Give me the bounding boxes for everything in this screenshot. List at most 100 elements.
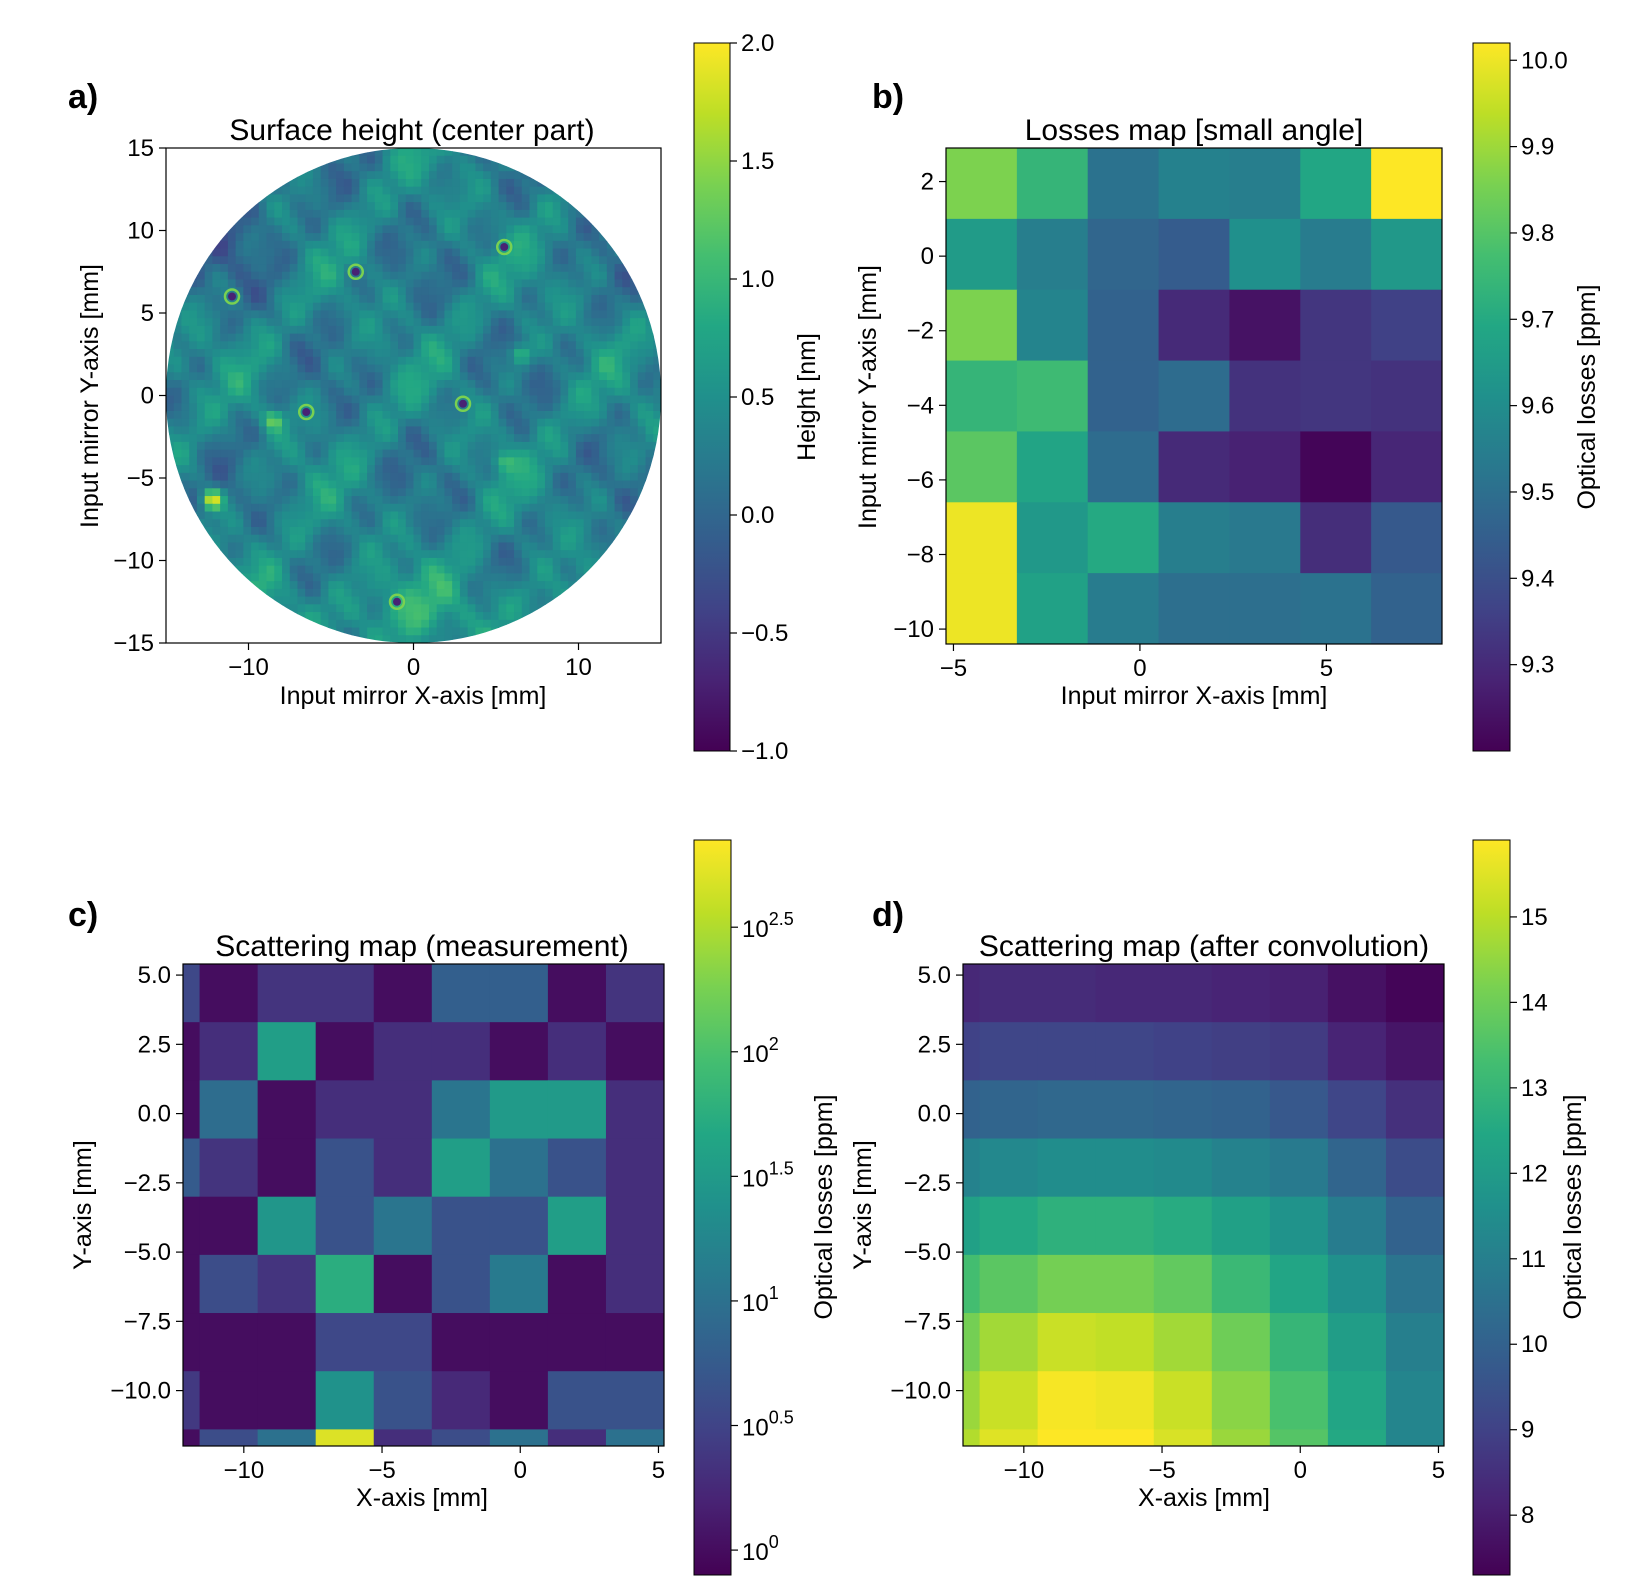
panel-a-cell (575, 434, 585, 443)
panel-a-cell (591, 364, 600, 373)
panel-a-cell (204, 542, 213, 551)
panel-d-label: d) (872, 896, 904, 934)
panel-a-cell (289, 612, 299, 621)
panel-a-cell (452, 565, 461, 574)
panel-a-cell (614, 395, 623, 404)
panel-a-cell (521, 457, 531, 466)
panel-a-cell (514, 465, 523, 474)
panel-a-cell (428, 503, 438, 513)
panel-a-cell (328, 418, 337, 428)
panel-a-cell (537, 511, 546, 520)
panel-a-cell (405, 387, 415, 397)
panel-c-cell (199, 1313, 259, 1372)
panel-a-cell (289, 202, 299, 211)
panel-a-cell (196, 349, 206, 358)
panel-a-cell (305, 202, 314, 211)
panel-a-cell (560, 233, 569, 242)
panel-a-cell (328, 325, 337, 335)
panel-a-cell (266, 596, 275, 605)
panel-a-cell (297, 217, 306, 226)
panel-a-cell (282, 480, 291, 489)
panel-d-cell (1153, 1080, 1213, 1140)
panel-a-cell (359, 426, 368, 435)
panel-a-cell (351, 465, 360, 474)
panel-a-cell (506, 202, 515, 211)
panel-a-cell (266, 294, 275, 304)
panel-a-cell (181, 488, 190, 497)
panel-a-cell (320, 511, 330, 520)
panel-a-cell (421, 155, 430, 165)
panel-a-cell (560, 403, 569, 412)
panel-c-colorbar-tick-label: 102.5 (742, 909, 794, 943)
panel-a-cell (173, 356, 183, 366)
panel-a-cell (529, 294, 538, 304)
panel-a-cell (552, 449, 562, 458)
panel-c-colorbar-tick-label: 101.5 (742, 1158, 794, 1192)
panel-a-y-tick-label: 5 (141, 300, 154, 327)
panel-a-cell (343, 186, 353, 195)
panel-a-cell (405, 550, 415, 559)
panel-a-cell (591, 248, 600, 257)
panel-a-cell (398, 565, 407, 574)
panel-a-cell (297, 364, 306, 373)
panel-a-cell (367, 519, 376, 528)
panel-a-cell (189, 503, 198, 513)
panel-a-cell (467, 310, 476, 319)
panel-a-cell (529, 472, 538, 482)
panel-a-cell (405, 380, 415, 389)
panel-a-cell (568, 333, 577, 342)
panel-a-cell (289, 372, 299, 381)
panel-c-y-tick-label: 2.5 (138, 1031, 171, 1058)
panel-a-y-tick-label: −5 (127, 465, 154, 492)
panel-a-cell (382, 264, 391, 273)
panel-a-cell (274, 341, 283, 350)
panel-c-cell (489, 1429, 549, 1447)
panel-a-cell (274, 364, 283, 373)
panel-a-cell (328, 612, 337, 621)
panel-a-cell (413, 488, 422, 497)
panel-a-cell (359, 302, 368, 312)
panel-a-cell (274, 202, 283, 211)
panel-a-cell (173, 380, 183, 389)
panel-a-cell (413, 519, 422, 528)
panel-a-cell (490, 380, 500, 389)
panel-a-cell (251, 503, 260, 513)
panel-a-cell (235, 465, 244, 474)
panel-a-cell (312, 511, 322, 520)
panel-a-cell (529, 581, 538, 590)
panel-a-cell (645, 488, 654, 497)
panel-a-cell (220, 496, 229, 505)
panel-a-cell (405, 279, 415, 288)
panel-a-cell (251, 380, 260, 389)
panel-a-cell (274, 395, 283, 404)
panel-a-cell (467, 488, 476, 497)
panel-a-cell (521, 202, 531, 211)
panel-a-cell (630, 294, 639, 304)
panel-a-cell (599, 294, 608, 304)
panel-a-cell (436, 534, 446, 544)
panel-a-cell (220, 403, 229, 412)
panel-a-cell (521, 364, 531, 373)
panel-a-cell (173, 341, 183, 350)
panel-a-cell (343, 534, 353, 544)
panel-c-cell (199, 964, 259, 1023)
panel-a-cell (583, 341, 592, 350)
panel-a-cell (483, 233, 492, 242)
panel-a-cell (467, 581, 476, 590)
panel-a-cell (421, 449, 430, 458)
panel-a-cell (428, 349, 438, 358)
panel-c-cell (183, 1080, 201, 1140)
panel-a-cell (359, 542, 368, 551)
panel-a-cell (227, 488, 237, 497)
panel-a-cell (514, 287, 523, 296)
panel-a-cell (328, 627, 337, 636)
panel-a-cell (568, 410, 577, 420)
panel-a-cell (444, 434, 453, 443)
panel-a-cell (537, 596, 546, 605)
panel-a-cell (413, 279, 422, 288)
panel-a-cell (452, 264, 461, 273)
panel-a-cell (336, 271, 345, 281)
panel-a-cell (297, 581, 306, 590)
panel-a-cell (189, 480, 198, 489)
panel-a-cell (382, 503, 391, 513)
